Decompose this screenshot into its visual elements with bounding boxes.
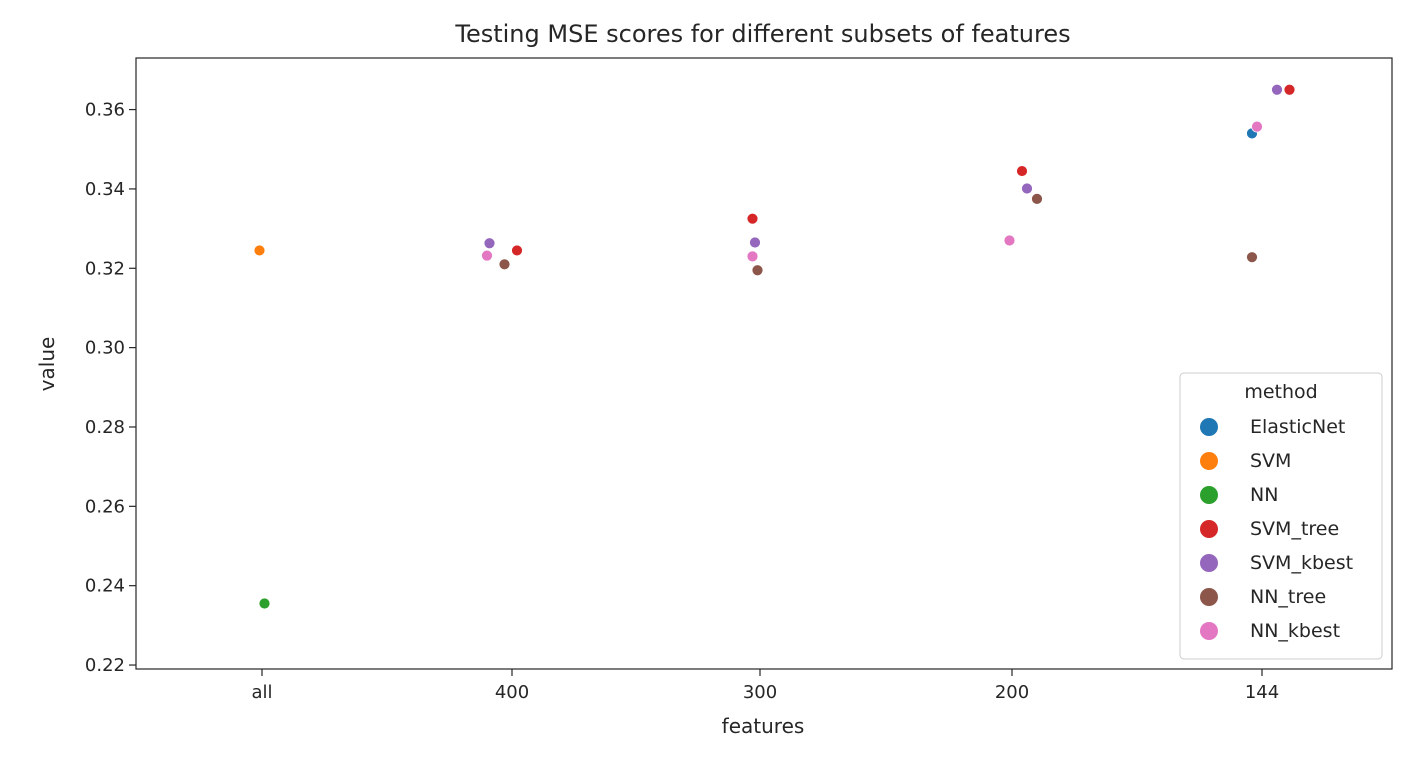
data-point: [749, 236, 761, 249]
y-axis: 0.22 0.24 0.26 0.28 0.30 0.32 0.34 0.36: [85, 100, 136, 676]
legend-label: ElasticNet: [1250, 416, 1345, 438]
legend-items: ElasticNet SVM NN SVM_tree SVM_kbest NN_tree N…: [1200, 416, 1353, 642]
legend-label: SVM: [1250, 450, 1291, 472]
y-tick-label: 0.30: [85, 338, 125, 359]
legend-label: SVM_kbest: [1250, 552, 1353, 574]
x-tick-label: 300: [743, 682, 777, 703]
legend-marker: [1200, 520, 1218, 538]
data-points: [253, 83, 1296, 610]
y-tick-label: 0.36: [85, 100, 125, 121]
data-point: [1251, 120, 1263, 133]
data-point: [1016, 165, 1028, 177]
y-tick-label: 0.26: [85, 496, 125, 517]
data-point: [746, 250, 759, 263]
legend-box: [1179, 372, 1383, 660]
y-tick-label: 0.32: [85, 258, 125, 279]
x-tick-label: 144: [1245, 682, 1279, 703]
legend-marker: [1200, 418, 1218, 436]
legend-label: NN_kbest: [1250, 620, 1340, 642]
data-point: [1021, 182, 1033, 195]
y-tick-label: 0.24: [85, 576, 125, 597]
data-point: [751, 264, 764, 277]
data-point: [258, 597, 271, 610]
data-point: [253, 244, 266, 257]
legend-marker: [1200, 486, 1218, 504]
legend-title: method: [1244, 381, 1317, 403]
x-axis-label: features: [722, 714, 805, 738]
legend-marker: [1200, 554, 1218, 572]
chart-title: Testing MSE scores for different subsets…: [454, 20, 1070, 48]
legend-marker: [1200, 622, 1218, 640]
x-axis: all 400 300 200 144: [251, 669, 1279, 703]
data-point: [511, 244, 523, 257]
legend-label: NN_tree: [1250, 586, 1326, 608]
data-point: [498, 258, 511, 271]
y-tick-label: 0.28: [85, 417, 125, 438]
y-tick-label: 0.34: [85, 179, 125, 200]
x-tick-label: all: [251, 682, 272, 703]
data-point: [481, 249, 493, 262]
data-point: [1246, 251, 1258, 264]
y-axis-label: value: [35, 337, 59, 392]
data-point: [1283, 83, 1296, 96]
legend-marker: [1200, 452, 1218, 470]
x-tick-label: 200: [995, 682, 1029, 703]
data-point: [483, 237, 496, 250]
x-tick-label: 400: [495, 682, 529, 703]
legend-marker: [1200, 588, 1218, 606]
y-tick-label: 0.22: [85, 655, 125, 676]
data-point: [1003, 234, 1016, 247]
legend-label: NN: [1250, 484, 1278, 506]
legend-label: SVM_tree: [1250, 518, 1339, 540]
legend: method ElasticNet SVM NN SVM_tree SVM_kbest N…: [1179, 372, 1383, 660]
data-point: [1031, 192, 1043, 205]
data-point: [1271, 83, 1283, 96]
data-point: [746, 212, 759, 225]
